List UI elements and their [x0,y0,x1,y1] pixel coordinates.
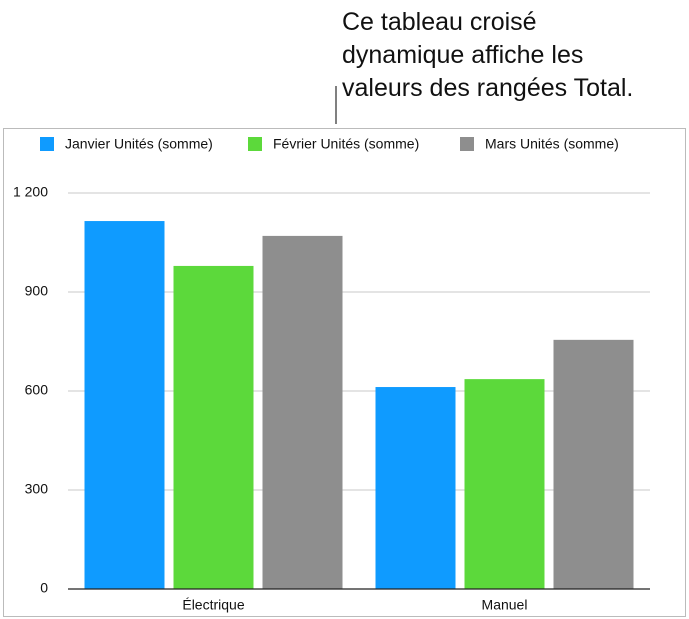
bar [262,235,343,589]
y-tick-label: 300 [25,481,49,497]
annotation: Ce tableau croisé [342,8,537,36]
legend-swatch [460,137,474,151]
annotation: valeurs des rangées Total. [342,74,633,102]
annotation: dynamique affiche les [342,41,583,69]
legend-swatch [248,137,262,151]
bar [173,265,254,589]
legend-label: Janvier Unités (somme) [65,136,213,152]
y-tick-label: 900 [25,283,49,299]
bar [84,221,165,590]
x-tick-label: Manuel [482,597,528,613]
legend-label: Mars Unités (somme) [485,136,619,152]
chart-frame [3,128,686,617]
x-tick-label: Électrique [182,597,244,613]
legend-label: Février Unités (somme) [273,136,419,152]
y-tick-label: 0 [40,580,48,596]
y-tick-label: 600 [25,382,49,398]
bar [375,387,456,589]
bar [553,339,634,589]
legend-swatch [40,137,54,151]
bar [464,379,545,589]
y-tick-label: 1 200 [13,184,48,200]
